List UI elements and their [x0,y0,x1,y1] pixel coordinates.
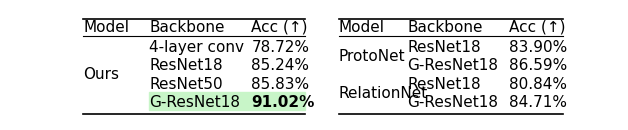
Text: G-ResNet18: G-ResNet18 [407,95,498,110]
Text: ResNet18: ResNet18 [407,40,480,55]
Text: 80.84%: 80.84% [509,77,567,92]
Text: ResNet18: ResNet18 [149,58,223,73]
Text: 85.83%: 85.83% [251,77,310,92]
Text: Ours: Ours [84,67,119,82]
Text: G-ResNet18: G-ResNet18 [407,58,498,73]
Text: ProtoNet: ProtoNet [339,49,406,64]
Text: Acc (↑): Acc (↑) [251,20,308,35]
Text: RelationNet: RelationNet [339,86,428,101]
Text: 91.02%: 91.02% [251,95,315,110]
Text: Backbone: Backbone [149,20,225,35]
Bar [149,92,305,110]
Text: ResNet50: ResNet50 [149,77,223,92]
Text: Model: Model [339,20,385,35]
Text: 4-layer conv: 4-layer conv [149,40,244,55]
Text: 85.24%: 85.24% [251,58,309,73]
Text: 83.90%: 83.90% [509,40,568,55]
Text: 78.72%: 78.72% [251,40,309,55]
Text: 84.71%: 84.71% [509,95,567,110]
Text: Model: Model [84,20,129,35]
Text: Acc (↑): Acc (↑) [509,20,566,35]
Text: Backbone: Backbone [407,20,482,35]
Text: 86.59%: 86.59% [509,58,568,73]
Text: G-ResNet18: G-ResNet18 [149,95,240,110]
Text: ResNet18: ResNet18 [407,77,480,92]
